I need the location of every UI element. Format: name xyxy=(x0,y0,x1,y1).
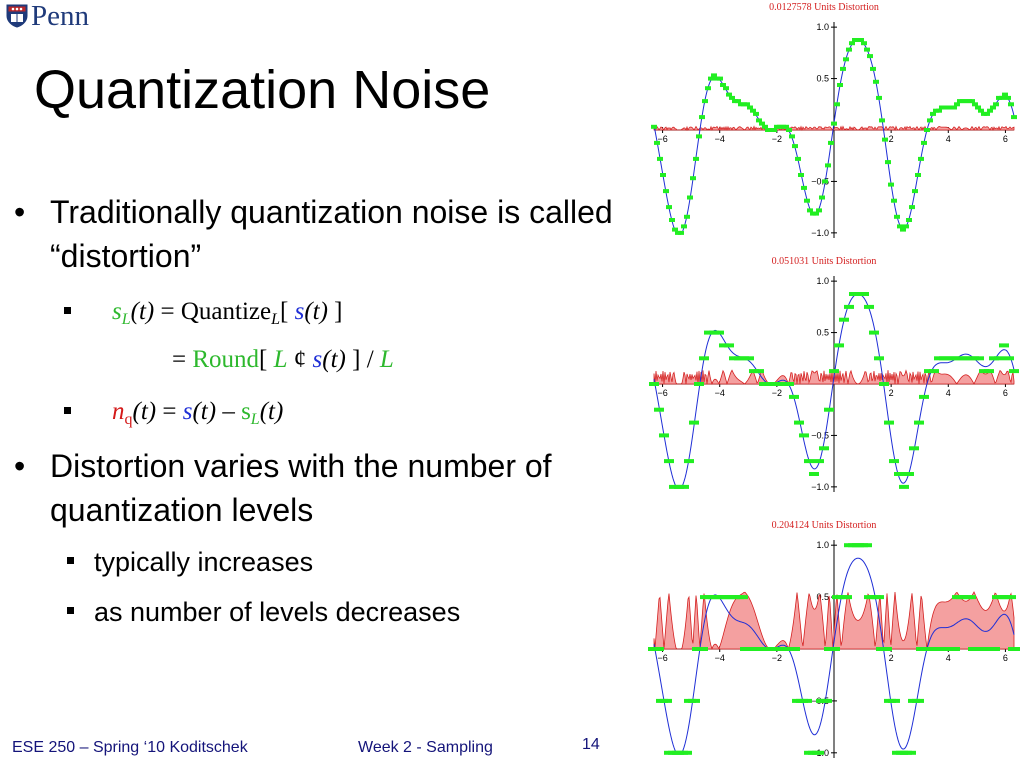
bullet-dot: • xyxy=(14,448,26,484)
y-tick-label: −0.5 xyxy=(811,176,829,186)
logo-text: Penn xyxy=(31,0,89,32)
distortion-chart-coarse: 0.204124 Units Distortion −6 −4 −2 2 4 6 1.0 0.5… xyxy=(640,516,1024,768)
x-tick-label: −6 xyxy=(657,388,667,398)
y-tick-label: 1.0 xyxy=(816,540,829,550)
y-tick-label: 1.0 xyxy=(816,22,829,32)
x-tick-label: 2 xyxy=(889,653,894,663)
bullet-text: Traditionally quantization noise is call… xyxy=(50,194,613,274)
x-tick-label: −4 xyxy=(715,388,725,398)
penn-shield-icon xyxy=(6,4,28,28)
x-tick-label: 4 xyxy=(946,134,951,144)
sub-bullet-item: as number of levels decreases xyxy=(67,594,461,630)
footer-week: Week 2 - Sampling xyxy=(358,739,493,756)
y-tick-label: 0.5 xyxy=(816,328,829,338)
formula-round-expr: = Round[ L ¢ s(t) ] / L xyxy=(172,346,394,373)
formula-quantize-expr: sL(t) = QuantizeL[ s(t) ] xyxy=(112,298,343,328)
chart-svg: 0.051031 Units Distortion −6 −4 −2 2 4 6 1.0 0.5… xyxy=(649,256,1019,492)
x-tick-label: 2 xyxy=(889,388,894,398)
x-tick-label: 2 xyxy=(889,134,894,144)
slide-title: Quantization Noise xyxy=(34,60,491,120)
y-tick-label: 1.0 xyxy=(816,276,829,286)
x-tick-label: −4 xyxy=(715,134,725,144)
bullet-item: • Distortion varies with the number of q… xyxy=(14,444,634,534)
y-tick-label: −0.5 xyxy=(811,430,829,440)
y-tick-label: 0.5 xyxy=(816,592,829,602)
chart-title: 0.051031 Units Distortion xyxy=(772,256,877,267)
sub-bullet-marker xyxy=(64,307,71,314)
x-tick-label: 4 xyxy=(946,653,951,663)
chart-title: 0.0127578 Units Distortion xyxy=(769,2,879,13)
footer-course: ESE 250 – Spring ‘10 Koditschek xyxy=(12,739,248,756)
sub-bullet-marker xyxy=(67,607,74,614)
sub-bullet-item: typically increases xyxy=(67,544,314,580)
x-tick-label: −6 xyxy=(657,653,667,663)
x-tick-label: −2 xyxy=(772,388,782,398)
error-area xyxy=(653,591,1015,650)
x-tick-label: −2 xyxy=(772,653,782,663)
x-tick-label: 6 xyxy=(1003,388,1008,398)
footer-page-number: 14 xyxy=(582,736,600,753)
sub-bullet-marker xyxy=(64,407,71,414)
chart-title: 0.204124 Units Distortion xyxy=(772,520,877,531)
y-tick-label: −1.0 xyxy=(811,482,829,492)
chart-svg: 0.0127578 Units Distortion −6 −4 −2 2 4 6 1.0 0.… xyxy=(651,2,1017,238)
x-tick-label: 4 xyxy=(946,388,951,398)
x-tick-label: −6 xyxy=(657,134,667,144)
sub-bullet-text: typically increases xyxy=(94,547,314,577)
formula-noise-expr: nq(t) = s(t) – sL(t) xyxy=(112,398,284,428)
sub-bullet-text: as number of levels decreases xyxy=(94,597,461,627)
y-tick-label: 0.5 xyxy=(816,74,829,84)
x-tick-label: 6 xyxy=(1003,653,1008,663)
y-tick-label: −1.0 xyxy=(811,228,829,238)
chart-svg: 0.204124 Units Distortion −6 −4 −2 2 4 6 1.0 0.5… xyxy=(648,520,1020,758)
x-tick-label: 6 xyxy=(1003,134,1008,144)
bullet-item: • Traditionally quantization noise is ca… xyxy=(14,190,634,280)
penn-logo: Penn xyxy=(6,0,89,32)
distortion-chart-medium: 0.051031 Units Distortion −6 −4 −2 2 4 6 1.0 0.5… xyxy=(640,254,1024,502)
distortion-chart-fine: 0.0127578 Units Distortion −6 −4 −2 2 4 6 1.0 0.… xyxy=(640,0,1024,248)
bullet-dot: • xyxy=(14,194,26,230)
sub-bullet-marker xyxy=(67,557,74,564)
x-tick-label: −2 xyxy=(772,134,782,144)
bullet-text: Distortion varies with the number of qua… xyxy=(50,448,552,528)
x-tick-label: −4 xyxy=(715,653,725,663)
